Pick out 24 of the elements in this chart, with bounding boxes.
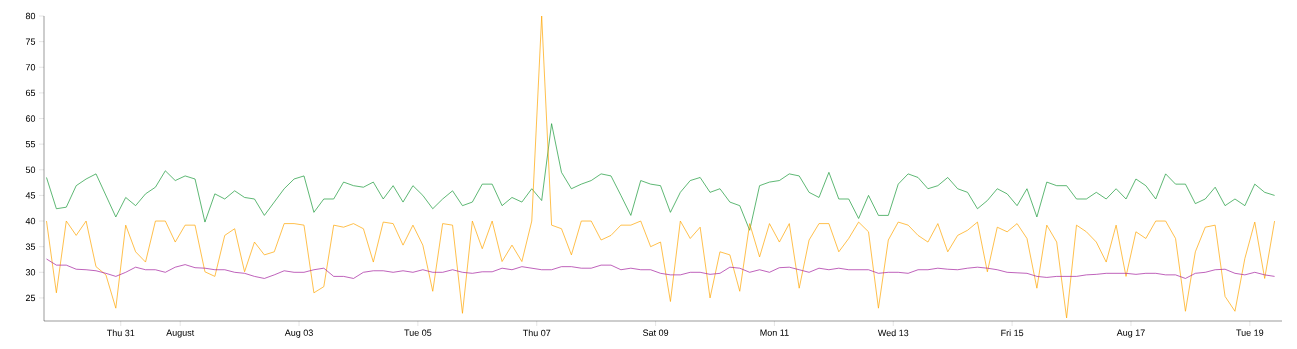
y-tick-label: 50 (25, 166, 36, 173)
x-tick-label: Aug 17 (1116, 329, 1145, 338)
x-tick-label: Fri 15 (1001, 329, 1024, 337)
y-tick-label: 60 (25, 115, 36, 122)
y-tick-label: 35 (25, 243, 36, 250)
y-tick-label: 25 (25, 294, 36, 302)
y-tick-label: 65 (25, 89, 36, 97)
x-tick-label: Mon 11 (760, 329, 789, 336)
y-tick-label: 80 (25, 12, 36, 20)
x-tick-label: Thu 31 (106, 329, 135, 337)
x-tick-label: August (166, 329, 195, 338)
y-tick-label: 30 (25, 269, 36, 276)
x-tick-label: Tue 19 (1236, 329, 1264, 336)
line-series (46, 15, 1275, 319)
x-tick-label: Wed 13 (877, 329, 909, 337)
y-tick-label: 70 (25, 64, 36, 71)
y-tick-label: 40 (25, 217, 36, 225)
x-tick-label: Tue 05 (404, 329, 432, 336)
y-tick-label: 45 (25, 192, 36, 199)
y-tick-label: 75 (25, 38, 36, 45)
y-tick-label: 55 (25, 141, 36, 148)
x-tick-label: Aug 03 (284, 329, 313, 338)
x-tick-label: Sat 09 (642, 329, 669, 336)
x-tick-label: Thu 07 (522, 329, 551, 337)
